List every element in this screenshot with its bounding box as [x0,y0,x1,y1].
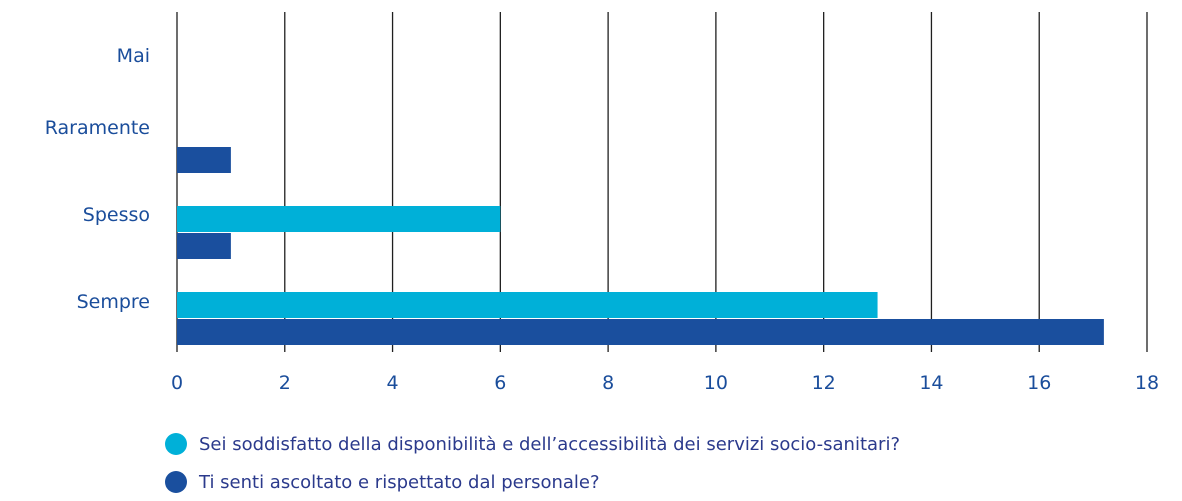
x-tick-label: 18 [1135,372,1159,394]
bar-spesso-series-2 [177,233,231,259]
category-label: Sempre [77,291,150,313]
legend-marker-series-2 [165,471,187,493]
legend-item-series-1: Sei soddisfatto della disponibilità e de… [165,425,900,463]
category-label: Spesso [83,204,150,226]
category-label: Raramente [45,117,150,139]
x-tick-label: 12 [812,372,836,394]
x-tick-label: 2 [279,372,291,394]
bar-chart: 0 2 4 6 8 10 12 14 16 18 Mai Raramente Spesso Sempre [45,12,1159,394]
bar-raramente-series-2 [177,147,231,173]
x-tick-label: 0 [171,372,183,394]
x-tick-label: 14 [919,372,943,394]
x-tick-label: 16 [1027,372,1051,394]
bar-sempre-series-2 [177,319,1104,345]
legend-item-series-2: Ti senti ascoltato e rispettato dal pers… [165,463,900,501]
x-tick-label: 8 [602,372,614,394]
legend-label-series-1: Sei soddisfatto della disponibilità e de… [199,433,901,455]
category-label: Mai [117,45,150,67]
bar-spesso-series-1 [177,206,501,232]
legend-label-series-2: Ti senti ascoltato e rispettato dal pers… [199,471,600,493]
x-tick-label: 6 [494,372,506,394]
legend-marker-series-1 [165,433,187,455]
x-tick-label: 4 [387,372,399,394]
bar-sempre-series-1 [177,292,878,318]
x-tick-label: 10 [704,372,728,394]
legend: Sei soddisfatto della disponibilità e de… [165,425,900,501]
